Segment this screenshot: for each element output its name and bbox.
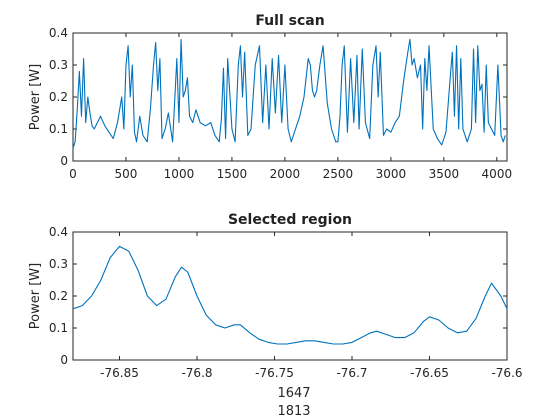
full-scan-xtick-label: 1000	[164, 167, 195, 181]
selected-region-ylabel: Power [W]	[28, 263, 43, 329]
selected-region-ytick-label: 0.1	[49, 321, 68, 335]
full-scan-xtick-label: 3500	[429, 167, 460, 181]
full-scan-xtick-label: 2500	[323, 167, 354, 181]
selected-region-xtick-label: -76.75	[255, 366, 294, 380]
full-scan-title: Full scan	[255, 13, 324, 29]
full-scan-ytick-label: 0.3	[49, 58, 68, 72]
extra-label-2: 1813	[277, 404, 310, 419]
full-scan-axes	[73, 33, 507, 161]
full-scan-ytick-label: 0	[60, 154, 68, 168]
full-scan-plot: Full scan Power [W] 0 0.1 0.2 0.3 0.4 0 500 100…	[28, 13, 512, 181]
full-scan-ytick-label: 0.4	[49, 26, 68, 40]
selected-region-ytick-label: 0.2	[49, 289, 68, 303]
full-scan-ylabel: Power [W]	[28, 64, 43, 130]
selected-region-plot: Selected region Power [W] 0 0.1 0.2 0.3 0.4 -…	[28, 212, 523, 380]
extra-label-1: 1647	[277, 386, 310, 401]
full-scan-xtick-label: 500	[115, 167, 138, 181]
selected-region-axes	[73, 232, 507, 360]
selected-region-ytick-label: 0	[60, 353, 68, 367]
full-scan-xtick-label: 1500	[217, 167, 248, 181]
selected-region-xtick-label: -76.8	[181, 366, 212, 380]
selected-region-title: Selected region	[228, 212, 352, 228]
full-scan-xtick-label: 0	[69, 167, 77, 181]
selected-region-xtick-label: -76.7	[336, 366, 367, 380]
full-scan-xtick-label: 3000	[376, 167, 407, 181]
selected-region-xtick-label: -76.6	[491, 366, 522, 380]
full-scan-xtick-label: 4000	[482, 167, 513, 181]
selected-region-ytick-label: 0.4	[49, 225, 68, 239]
selected-region-ytick-label: 0.3	[49, 257, 68, 271]
full-scan-ytick-label: 0.2	[49, 90, 68, 104]
full-scan-xtick-label: 2000	[270, 167, 301, 181]
full-scan-ytick-label: 0.1	[49, 122, 68, 136]
selected-region-xtick-label: -76.85	[100, 366, 139, 380]
selected-region-xtick-label: -76.65	[410, 366, 449, 380]
